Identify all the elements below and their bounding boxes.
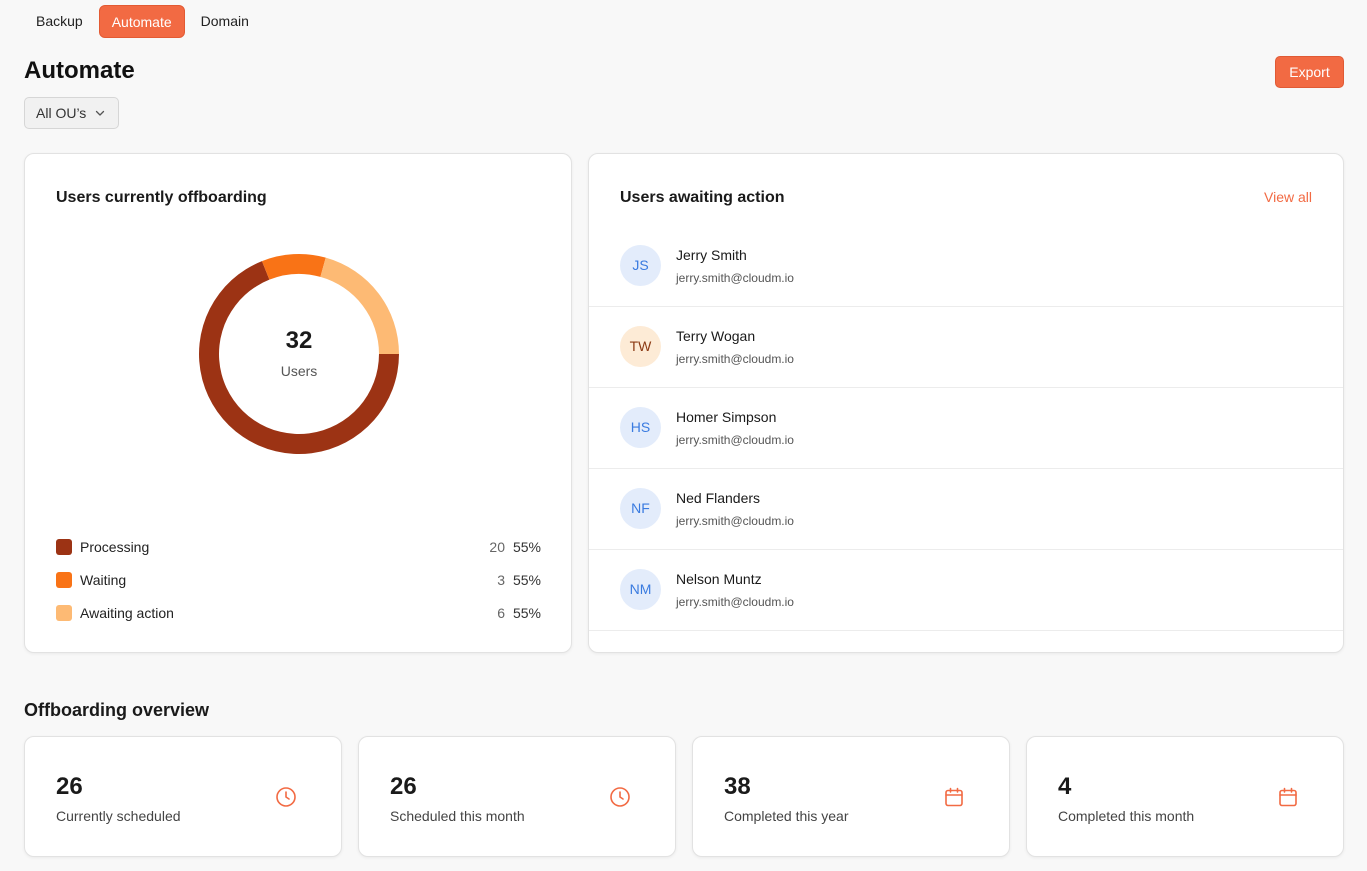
legend-count: 20 (489, 538, 505, 555)
legend-count: 3 (497, 571, 505, 588)
list-item[interactable]: NM Nelson Muntz jerry.smith@cloudm.io (589, 550, 1343, 631)
list-item[interactable]: TW Terry Wogan jerry.smith@cloudm.io (589, 307, 1343, 388)
stat-label: Scheduled this month (390, 808, 525, 824)
user-email: jerry.smith@cloudm.io (676, 433, 794, 447)
offboarding-card: Users currently offboarding 32 Users Pro… (24, 153, 572, 653)
stat-label: Completed this year (724, 808, 849, 824)
avatar: TW (620, 326, 661, 367)
legend-label: Processing (80, 538, 150, 555)
stat-card-completed-this-year: 38 Completed this year (692, 736, 1010, 857)
awaiting-action-card: Users awaiting action View all JS Jerry … (588, 153, 1344, 653)
page-title: Automate (24, 57, 135, 84)
legend-count: 6 (497, 604, 505, 621)
export-button[interactable]: Export (1275, 56, 1344, 88)
calendar-icon (945, 787, 963, 807)
user-name: Jerry Smith (676, 247, 747, 263)
stat-label: Completed this month (1058, 808, 1195, 824)
legend-item-processing: Processing 20 55% (56, 530, 541, 563)
stat-label: Currently scheduled (56, 808, 181, 824)
tab-automate[interactable]: Automate (98, 5, 185, 38)
offboarding-card-title: Users currently offboarding (56, 189, 267, 206)
user-email: jerry.smith@cloudm.io (676, 352, 794, 366)
user-name: Ned Flanders (676, 490, 761, 506)
list-item[interactable]: HS Homer Simpson jerry.smith@cloudm.io (589, 388, 1343, 469)
user-email: jerry.smith@cloudm.io (676, 595, 794, 609)
user-email: jerry.smith@cloudm.io (676, 271, 794, 285)
stat-value: 38 (724, 773, 751, 800)
clock-icon (610, 787, 630, 807)
avatar: NF (620, 488, 661, 529)
clock-icon (276, 787, 296, 807)
user-email: jerry.smith@cloudm.io (676, 514, 794, 528)
stat-card-scheduled-this-month: 26 Scheduled this month (358, 736, 676, 857)
user-name: Nelson Muntz (676, 571, 762, 587)
awaiting-card-title: Users awaiting action (620, 189, 785, 206)
legend-label: Awaiting action (80, 604, 174, 621)
legend-percent: 55% (512, 604, 541, 621)
view-all-link[interactable]: View all (1264, 189, 1312, 205)
tab-backup[interactable]: Backup (36, 13, 83, 29)
user-list: JS Jerry Smith jerry.smith@cloudm.io TW … (589, 226, 1343, 631)
swatch-awaiting-action (56, 604, 72, 621)
stat-card-currently-scheduled: 26 Currently scheduled (24, 736, 342, 857)
offboarding-donut-chart: 32 Users (198, 253, 400, 455)
stat-card-completed-this-month: 4 Completed this month (1026, 736, 1344, 857)
legend-label: Waiting (80, 571, 127, 588)
donut-unit-label: Users (280, 363, 318, 379)
swatch-waiting (56, 571, 72, 588)
legend-item-awaiting-action: Awaiting action 6 55% (56, 596, 541, 629)
legend-item-waiting: Waiting 3 55% (56, 563, 541, 596)
avatar: JS (620, 245, 661, 286)
chevron-down-icon (96, 110, 105, 116)
tab-domain[interactable]: Domain (200, 13, 249, 29)
overview-section-title: Offboarding overview (24, 700, 210, 720)
calendar-icon (1279, 787, 1297, 807)
swatch-processing (56, 538, 72, 555)
user-name: Homer Simpson (676, 409, 777, 425)
top-tabs: Backup Automate Domain (24, 5, 261, 38)
stat-value: 4 (1058, 773, 1072, 800)
legend-percent: 55% (512, 538, 541, 555)
user-name: Terry Wogan (676, 328, 756, 344)
list-item[interactable]: NF Ned Flanders jerry.smith@cloudm.io (589, 469, 1343, 550)
donut-total: 32 (285, 327, 313, 354)
ou-filter-dropdown[interactable]: All OU’s (24, 97, 119, 129)
donut-legend: Processing 20 55% Waiting 3 55% Awaiting… (56, 530, 541, 629)
avatar: NM (620, 569, 661, 610)
avatar: HS (620, 407, 661, 448)
donut-svg (199, 254, 399, 454)
stat-value: 26 (390, 773, 417, 800)
ou-filter-value: All OU’s (36, 105, 87, 121)
donut-segment-waiting (261, 254, 326, 280)
legend-percent: 55% (512, 571, 541, 588)
list-item[interactable]: JS Jerry Smith jerry.smith@cloudm.io (589, 226, 1343, 307)
donut-segment-awaiting-action (320, 257, 399, 354)
stat-value: 26 (56, 773, 83, 800)
